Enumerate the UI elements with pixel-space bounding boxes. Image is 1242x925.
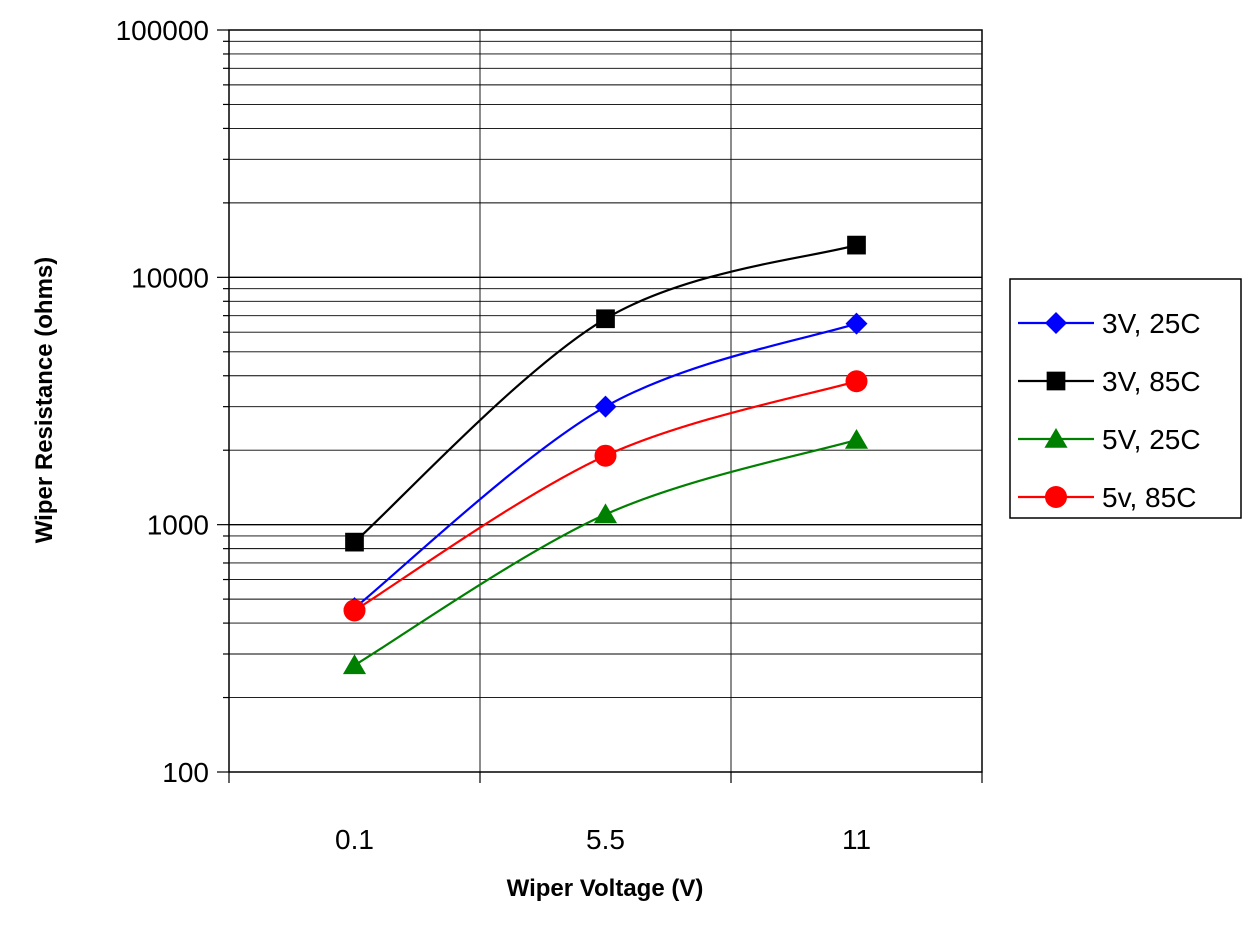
y-tick-label: 1000 (147, 510, 209, 541)
series-5v-85c (343, 370, 868, 622)
y-tick-label: 100000 (116, 15, 209, 46)
data-point (594, 395, 617, 418)
legend-item-3v-85c: 3V, 85C (1018, 366, 1201, 397)
series (342, 235, 869, 675)
data-point (593, 503, 618, 524)
legend-label: 3V, 25C (1102, 308, 1201, 339)
legend-item-5v-25c: 5V, 25C (1018, 424, 1201, 455)
data-point (596, 309, 615, 329)
legend-label: 5V, 25C (1102, 424, 1201, 455)
legend-item-5v-85c: 5v, 85C (1018, 482, 1196, 513)
series-5v-25c (342, 428, 869, 675)
legend-label: 3V, 85C (1102, 366, 1201, 397)
data-point (845, 312, 868, 335)
x-axis-title: Wiper Voltage (V) (507, 875, 704, 902)
series-line (353, 438, 857, 667)
series-line (353, 244, 857, 543)
y-tick-label: 10000 (131, 262, 209, 293)
legend-item-3v-25c: 3V, 25C (1018, 308, 1201, 339)
data-point (844, 428, 869, 449)
legend-marker (1045, 486, 1067, 508)
y-tick-label: 100 (162, 757, 209, 788)
legend-label: 5v, 85C (1102, 482, 1196, 513)
legend-marker (1044, 428, 1068, 448)
data-point (345, 532, 364, 552)
data-point (342, 654, 367, 675)
legend-box (1009, 278, 1242, 519)
plot-area (228, 29, 983, 773)
x-tick-label: 5.5 (586, 824, 625, 855)
legend: 3V, 25C 3V, 85C 5V, 25C 5v, 85C (1009, 278, 1242, 519)
y-axis-title: Wiper Resistance (ohms) (31, 257, 58, 544)
legend-marker (1046, 371, 1066, 391)
x-tick-label: 11 (842, 824, 871, 855)
x-tick-label: 0.1 (335, 824, 374, 855)
legend-marker (1045, 312, 1067, 334)
data-point (845, 370, 868, 393)
data-point (847, 235, 866, 255)
data-point (343, 599, 366, 622)
data-point (594, 444, 617, 467)
series-3v-85c (345, 235, 866, 552)
axes: 100 1000 10000 100000 0.1 5.5 11 (116, 15, 983, 855)
